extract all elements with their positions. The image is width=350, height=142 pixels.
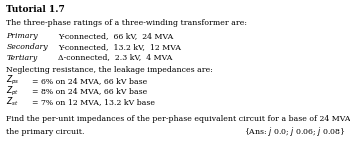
Text: Tertiary: Tertiary [6,54,37,61]
Text: Find the per-unit impedances of the per-phase equivalent circuit for a base of 2: Find the per-unit impedances of the per-… [6,115,350,123]
Text: = 6% on 24 MVA, 66 kV base: = 6% on 24 MVA, 66 kV base [32,77,147,85]
Text: Y-connected,  66 kV,  24 MVA: Y-connected, 66 kV, 24 MVA [58,32,173,40]
Text: Primary: Primary [6,32,38,40]
Text: = 8% on 24 MVA, 66 kV base: = 8% on 24 MVA, 66 kV base [32,88,147,96]
Text: Secondary: Secondary [6,43,48,51]
Text: Y-connected,  13.2 kV,  12 MVA: Y-connected, 13.2 kV, 12 MVA [58,43,181,51]
Text: $Z_{st}$: $Z_{st}$ [6,96,19,108]
Text: = 7% on 12 MVA, 13.2 kV base: = 7% on 12 MVA, 13.2 kV base [32,98,154,106]
Text: {Ans: $\mathit{j}$ 0.0; $\mathit{j}$ 0.06; $\mathit{j}$ 0.08}: {Ans: $\mathit{j}$ 0.0; $\mathit{j}$ 0.0… [244,125,345,138]
Text: Neglecting resistance, the leakage impedances are:: Neglecting resistance, the leakage imped… [6,66,213,74]
Text: The three-phase ratings of a three-winding transformer are:: The three-phase ratings of a three-windi… [6,19,247,27]
Text: Tutorial 1.7: Tutorial 1.7 [6,5,65,14]
Text: $Z_{ps}$: $Z_{ps}$ [6,74,20,87]
Text: the primary circuit.: the primary circuit. [6,128,85,136]
Text: $Z_{pt}$: $Z_{pt}$ [6,85,20,98]
Text: Δ-connected,  2.3 kV,  4 MVA: Δ-connected, 2.3 kV, 4 MVA [58,54,172,61]
